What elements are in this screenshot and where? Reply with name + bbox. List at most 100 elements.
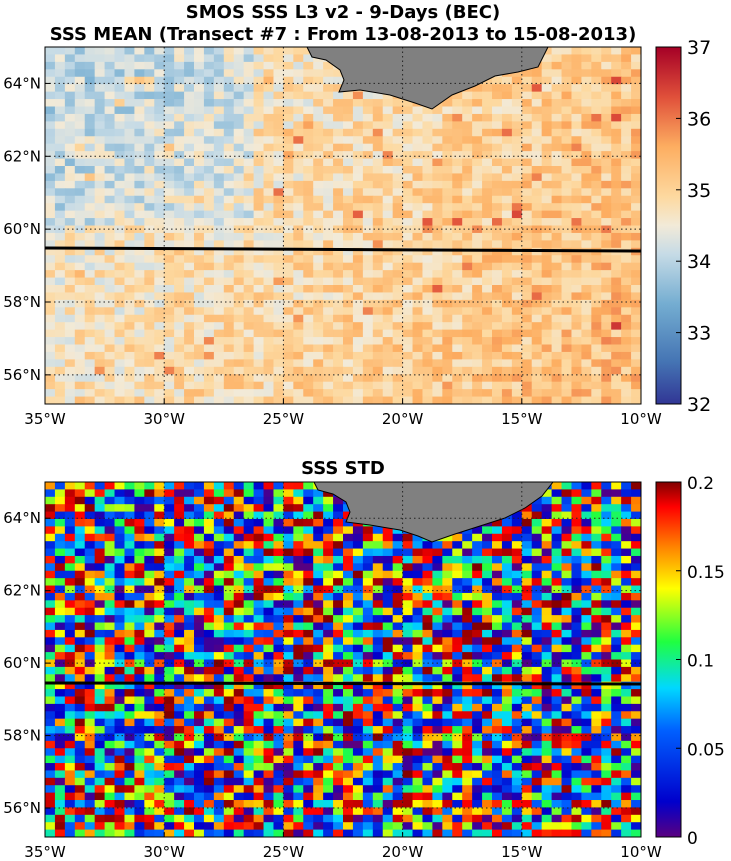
mean-map-cell	[561, 61, 573, 70]
mean-map-cell	[184, 76, 195, 85]
mean-map-cell	[521, 262, 533, 271]
std-map-cell	[531, 518, 543, 527]
mean-map-cell	[114, 180, 126, 189]
mean-map-cell	[541, 151, 553, 160]
mean-map-cell	[273, 47, 284, 56]
mean-map-cell	[611, 91, 622, 100]
mean-map-cell	[313, 173, 324, 182]
std-map-cell	[54, 696, 66, 705]
std-map-cell	[561, 726, 573, 735]
std-map-cell	[293, 518, 304, 527]
std-map-cell	[174, 533, 185, 542]
std-map-cell	[531, 652, 543, 661]
mean-map-cell	[452, 99, 463, 108]
std-map-cell	[203, 652, 215, 661]
std-map-cell	[293, 555, 304, 564]
std-map-cell	[114, 733, 126, 742]
mean-map-cell	[273, 106, 284, 115]
std-map-cell	[203, 622, 215, 631]
mean-map-cell	[601, 359, 612, 368]
std-map-cell	[482, 615, 493, 624]
mean-map-cell	[521, 210, 533, 219]
std-map-cell	[263, 555, 275, 564]
mean-map-cell	[472, 188, 483, 197]
mean-map-cell	[501, 292, 513, 301]
std-map-cell	[213, 674, 225, 683]
mean-map-cell	[233, 396, 245, 404]
mean-map-cell	[283, 106, 294, 115]
mean-map-cell	[174, 106, 185, 115]
mean-map-cell	[194, 277, 205, 286]
mean-map-cell	[442, 381, 453, 390]
std-map-cell	[492, 541, 503, 550]
std-map-cell	[74, 652, 86, 661]
std-map-cell	[581, 526, 592, 535]
mean-map-cell	[84, 69, 96, 78]
mean-map-cell	[462, 225, 473, 234]
mean-map-cell	[273, 329, 284, 338]
std-map-cell	[174, 570, 185, 579]
mean-map-cell	[114, 166, 126, 175]
mean-map-cell	[382, 285, 394, 294]
std-map-cell	[362, 585, 374, 594]
std-map-cell	[263, 496, 275, 505]
mean-map-cell	[84, 277, 96, 286]
std-map-cell	[412, 615, 424, 624]
mean-map-cell	[531, 158, 543, 167]
std-map-cell	[223, 526, 235, 535]
mean-map-cell	[352, 262, 364, 271]
mean-map-cell	[352, 121, 364, 130]
std-map-cell	[323, 533, 334, 542]
std-map-cell	[621, 578, 632, 587]
std-map-cell	[581, 555, 592, 564]
std-map-cell	[253, 518, 265, 527]
mean-map-cell	[551, 225, 563, 234]
mean-map-cell	[511, 374, 523, 383]
std-map-cell	[343, 563, 354, 572]
mean-map-ytick-label: 56°N	[3, 366, 41, 384]
std-map-cell	[283, 703, 294, 712]
std-map-cell	[54, 659, 66, 668]
mean-map-cell	[213, 188, 225, 197]
mean-map-cell	[84, 381, 96, 390]
std-map-cell	[203, 659, 215, 668]
mean-map-cell	[203, 329, 215, 338]
mean-map-cell	[452, 232, 463, 241]
std-map-cell	[283, 533, 294, 542]
mean-map-colorbar-tick-label: 32	[687, 394, 711, 416]
mean-map-cell	[243, 232, 255, 241]
mean-map-cell	[501, 84, 513, 93]
std-map-cell	[243, 689, 255, 698]
std-map-cell	[273, 504, 284, 513]
mean-map-cell	[203, 374, 215, 383]
mean-map-cell	[174, 314, 185, 323]
mean-map-cell	[273, 173, 284, 182]
mean-map-cell	[611, 69, 622, 78]
std-map-cell	[472, 637, 483, 646]
mean-map-cell	[184, 351, 195, 360]
mean-map-cell	[392, 195, 404, 204]
mean-map-cell	[263, 76, 275, 85]
mean-map-cell	[223, 322, 235, 331]
mean-map-cell	[273, 351, 284, 360]
std-map-cell	[154, 592, 165, 601]
mean-map-cell	[64, 374, 76, 383]
std-map-cell	[194, 652, 205, 661]
mean-map-cell	[541, 337, 553, 346]
std-map-cell	[412, 585, 424, 594]
mean-map-cell	[174, 292, 185, 301]
mean-map-cell	[94, 292, 106, 301]
mean-map-cell	[243, 262, 255, 271]
std-map-cell	[372, 555, 384, 564]
std-map-cell	[561, 585, 573, 594]
mean-map-cell	[392, 366, 404, 375]
std-map-cell	[194, 496, 205, 505]
std-map-cell	[64, 718, 76, 727]
mean-map-cell	[134, 255, 145, 264]
std-map-cell	[194, 733, 205, 742]
mean-map-cell	[84, 337, 96, 346]
mean-map-cell	[194, 389, 205, 398]
mean-map-cell	[452, 299, 463, 308]
std-map-cell	[144, 563, 155, 572]
std-map-cell	[521, 600, 533, 609]
